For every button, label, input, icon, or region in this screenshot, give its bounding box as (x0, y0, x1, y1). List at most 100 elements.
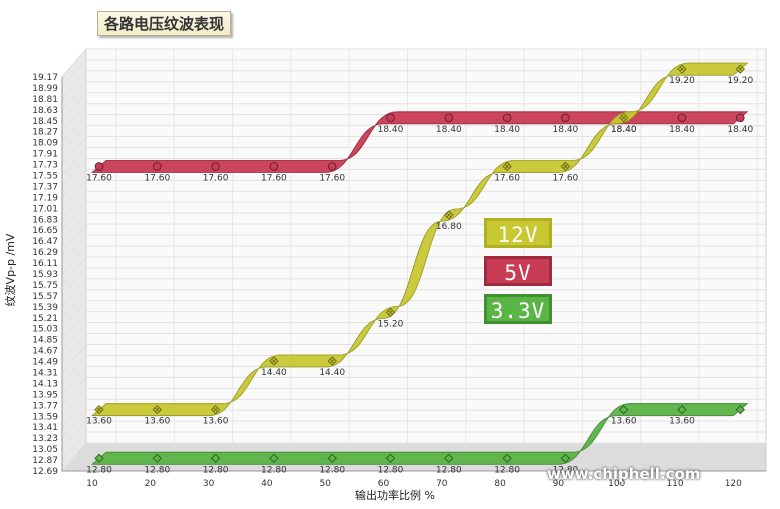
x-tick-label: 80 (494, 479, 506, 489)
y-gridline-side (61, 81, 87, 111)
y-gridline-side (61, 212, 87, 242)
y-gridline-side (61, 333, 87, 362)
data-label: 17.60 (553, 173, 579, 183)
y-tick-label: 12.87 (32, 456, 58, 466)
y-gridline-side (61, 289, 87, 319)
y-gridline-side (61, 59, 87, 89)
data-label: 17.60 (86, 173, 112, 183)
y-tick-label: 15.21 (32, 314, 58, 324)
data-label: 17.60 (144, 173, 170, 183)
data-point (211, 162, 220, 171)
data-label: 12.80 (144, 465, 170, 475)
data-point (677, 404, 687, 415)
series-12V-group: 13.60 13.60 13.60 14.40 14.40 15.20 16.80 17.60… (86, 62, 753, 427)
y-gridline-side (61, 114, 87, 143)
data-point (94, 453, 104, 464)
data-label: 18.40 (611, 125, 637, 135)
data-label: 13.60 (203, 417, 229, 427)
x-axis-label: 输出功率比例 % (355, 489, 435, 502)
y-tick-label: 16.83 (32, 215, 58, 225)
data-point (327, 162, 337, 171)
y-gridline-side (61, 70, 87, 100)
y-tick-label: 18.99 (32, 84, 58, 94)
y-gridline-side (61, 420, 87, 450)
y-tick-label: 17.37 (32, 182, 58, 192)
data-label: 17.60 (494, 173, 520, 183)
data-label: 12.80 (494, 465, 520, 475)
legend-3v3: 3.3V (484, 294, 552, 324)
data-label: 18.40 (378, 125, 404, 135)
y-gridline-side (61, 344, 87, 373)
y-tick-label: 19.17 (32, 73, 58, 83)
y-gridline-side (61, 355, 87, 384)
y-gridline-side (61, 245, 87, 275)
y-tick-label: 17.73 (32, 161, 58, 171)
data-point-cross (446, 212, 452, 218)
y-tick-label: 18.45 (32, 117, 58, 127)
y-gridline-side (61, 201, 87, 231)
data-label: 19.20 (669, 76, 695, 86)
data-point (386, 113, 395, 123)
y-tick-label: 14.31 (32, 369, 58, 379)
x-tick-label: 110 (666, 479, 683, 489)
data-point (735, 404, 746, 415)
y-tick-label: 18.09 (32, 139, 58, 149)
data-point (385, 453, 396, 464)
data-label: 18.40 (669, 125, 695, 135)
data-point (94, 162, 104, 171)
data-point (502, 453, 512, 464)
data-point (327, 453, 337, 464)
data-point-cross (271, 358, 277, 364)
y-gridline-side (61, 431, 87, 461)
data-label: 13.60 (669, 417, 695, 427)
data-point-cross (563, 164, 568, 169)
x-tick-label: 50 (319, 479, 331, 489)
data-label: 14.40 (319, 368, 345, 378)
y-tick-label: 18.63 (32, 106, 58, 116)
data-label: 14.40 (261, 368, 287, 378)
y-tick-label: 13.77 (32, 401, 58, 411)
y-tick-label: 18.27 (32, 128, 58, 138)
data-label: 18.40 (553, 125, 579, 135)
y-gridline-side (61, 387, 87, 417)
data-label: 12.80 (203, 465, 229, 475)
series-33V-line (105, 403, 748, 453)
y-gridline-side (61, 398, 87, 428)
y-tick-label: 13.95 (32, 390, 58, 400)
y-tick-label: 12.69 (32, 467, 58, 477)
y-tick-label: 16.11 (32, 259, 58, 269)
data-point-cross (388, 310, 393, 315)
data-point (677, 113, 687, 123)
data-label: 13.60 (86, 417, 112, 427)
y-gridline-side (61, 169, 87, 198)
data-point-cross (504, 164, 510, 169)
data-label: 16.80 (436, 222, 462, 232)
y-gridline-side (61, 223, 87, 253)
data-point-cross (679, 66, 685, 72)
y-tick-label: 13.23 (32, 434, 58, 444)
y-gridline-side (61, 92, 87, 122)
data-label: 12.80 (319, 465, 345, 475)
y-tick-label: 18.81 (32, 95, 58, 105)
y-tick-label: 14.49 (32, 358, 58, 368)
y-tick-label: 14.67 (32, 347, 58, 357)
data-point (152, 453, 163, 464)
data-point (561, 113, 570, 123)
y-gridline-side (61, 377, 87, 406)
data-point-cross (329, 358, 335, 364)
data-label: 12.80 (436, 465, 462, 475)
y-tick-label: 15.57 (32, 292, 58, 302)
y-gridline-side (61, 366, 87, 395)
data-label: 18.40 (436, 125, 462, 135)
watermark-text: www.chiphell.com (547, 465, 701, 483)
y-gridline-side (61, 136, 87, 165)
y-tick-label: 15.03 (32, 325, 58, 335)
data-label: 12.80 (378, 465, 404, 475)
x-tick-label: 100 (608, 479, 625, 489)
y-gridline-side (61, 300, 87, 330)
y-gridline-side (61, 103, 87, 133)
data-point-cross (621, 115, 626, 121)
data-label: 18.40 (494, 125, 520, 135)
y-tick-label: 17.01 (32, 204, 58, 214)
